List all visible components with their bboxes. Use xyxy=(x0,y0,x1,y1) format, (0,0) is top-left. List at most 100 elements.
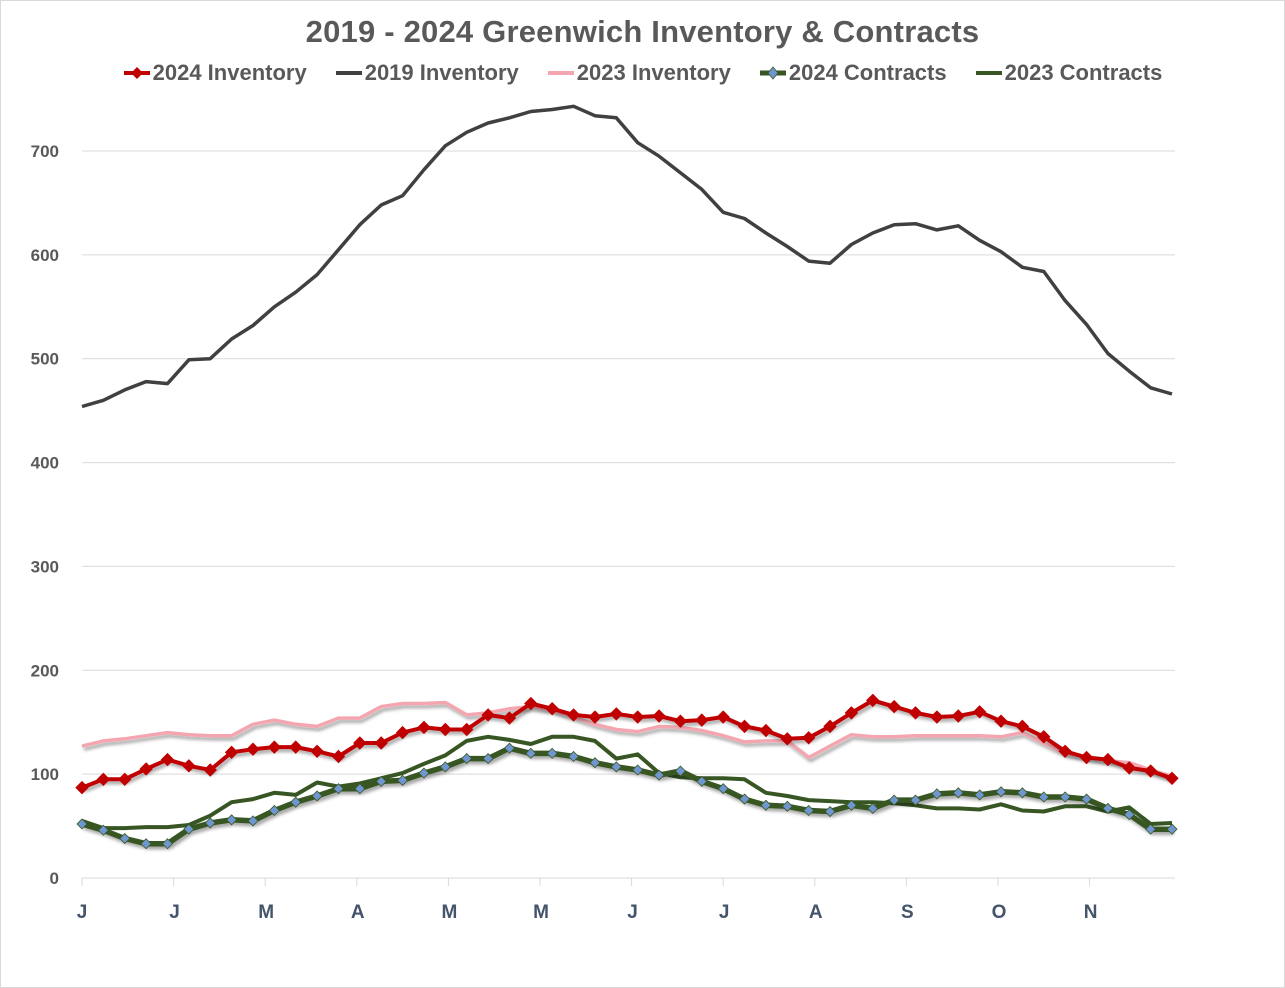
data-point xyxy=(502,711,517,725)
data-point xyxy=(716,710,730,724)
data-point xyxy=(568,750,580,763)
data-point xyxy=(972,705,987,719)
data-point xyxy=(1101,752,1115,767)
series-2024-contracts xyxy=(76,742,1178,850)
x-tick-label: J xyxy=(77,902,88,923)
series-line xyxy=(81,745,1172,847)
series-line xyxy=(81,104,1173,409)
data-point xyxy=(994,714,1008,728)
data-point xyxy=(289,740,303,754)
data-point xyxy=(1122,761,1136,775)
data-point xyxy=(439,761,451,773)
data-point xyxy=(781,800,793,812)
legend-item-2023-contracts: 2023 Contracts xyxy=(975,60,1162,86)
legend-label: 2024 Inventory xyxy=(152,60,307,85)
data-point xyxy=(995,786,1007,798)
data-point xyxy=(1143,764,1158,778)
data-point xyxy=(566,708,581,722)
data-point xyxy=(696,775,708,787)
y-tick-label: 400 xyxy=(31,454,59,473)
y-tick-label: 300 xyxy=(31,557,59,576)
data-point xyxy=(182,759,196,773)
x-tick-label: N xyxy=(1084,902,1098,923)
data-point xyxy=(653,769,665,781)
series-line xyxy=(81,698,1173,790)
series-2023-inventory xyxy=(81,700,1173,778)
data-point xyxy=(759,723,773,738)
data-point xyxy=(630,710,645,724)
legend-item-2024-contracts: 2024 Contracts xyxy=(759,60,947,86)
data-point xyxy=(695,713,709,727)
data-point xyxy=(204,817,216,829)
data-point xyxy=(374,736,388,750)
data-point xyxy=(652,709,666,723)
data-point xyxy=(183,823,195,835)
data-point xyxy=(632,764,644,776)
data-point xyxy=(290,796,302,808)
data-point xyxy=(247,815,259,827)
data-point xyxy=(588,710,602,724)
data-point xyxy=(1165,771,1179,786)
data-point xyxy=(909,794,922,806)
data-point xyxy=(353,736,367,750)
legend-label: 2024 Contracts xyxy=(788,60,947,85)
data-point xyxy=(311,790,323,802)
data-point xyxy=(75,780,89,795)
legend-swatch-2024-contracts xyxy=(759,66,786,80)
data-point xyxy=(908,706,923,720)
x-tick-label: O xyxy=(992,902,1007,923)
y-tick-label: 100 xyxy=(31,765,59,784)
data-point xyxy=(546,747,558,759)
data-point xyxy=(139,762,153,776)
data-point xyxy=(140,838,152,850)
series-line xyxy=(81,700,1173,778)
data-point xyxy=(801,731,816,745)
data-point xyxy=(1080,793,1093,805)
data-point xyxy=(930,710,944,724)
data-point xyxy=(332,783,345,795)
data-point xyxy=(160,752,175,767)
y-tick-label: 700 xyxy=(31,142,59,161)
data-point xyxy=(524,696,538,711)
data-point xyxy=(803,804,815,817)
y-tick-label: 500 xyxy=(31,350,59,369)
data-point xyxy=(1145,823,1157,835)
data-point xyxy=(375,775,387,787)
legend-label: 2023 Inventory xyxy=(576,60,731,85)
data-point xyxy=(888,794,900,806)
x-tick-label: J xyxy=(719,902,730,923)
data-point xyxy=(824,805,836,818)
legend-item-2024-inventory: 2024 Inventory xyxy=(123,60,307,86)
data-point xyxy=(268,804,280,817)
data-point xyxy=(354,783,366,795)
legend-item-2023-inventory: 2023 Inventory xyxy=(547,60,731,86)
data-point xyxy=(674,765,686,777)
x-tick-label: A xyxy=(809,902,823,923)
legend: 2024 Inventory 2019 Inventory 2023 Inven… xyxy=(0,60,1285,86)
x-tick-label: M xyxy=(258,902,274,923)
x-tick-label: A xyxy=(351,902,365,923)
data-point xyxy=(1079,750,1094,765)
data-point xyxy=(1058,744,1072,759)
data-point xyxy=(951,709,965,723)
series-line xyxy=(81,734,1173,831)
x-tick-label: J xyxy=(627,902,638,923)
data-point xyxy=(1037,730,1051,744)
data-point xyxy=(780,732,795,746)
data-point xyxy=(461,752,473,765)
data-point xyxy=(203,763,217,777)
data-point xyxy=(119,832,131,845)
data-point xyxy=(1123,809,1135,821)
data-point xyxy=(737,719,752,734)
data-point xyxy=(97,824,109,836)
data-point xyxy=(717,783,729,795)
data-point xyxy=(823,719,837,734)
x-tick-label: M xyxy=(533,902,549,923)
legend-swatch-2023-inventory xyxy=(547,71,574,75)
series-2023-contracts xyxy=(81,734,1173,831)
y-tick-label: 0 xyxy=(50,869,59,888)
legend-label: 2019 Inventory xyxy=(364,60,519,85)
data-point xyxy=(931,788,943,800)
data-point xyxy=(459,722,474,737)
